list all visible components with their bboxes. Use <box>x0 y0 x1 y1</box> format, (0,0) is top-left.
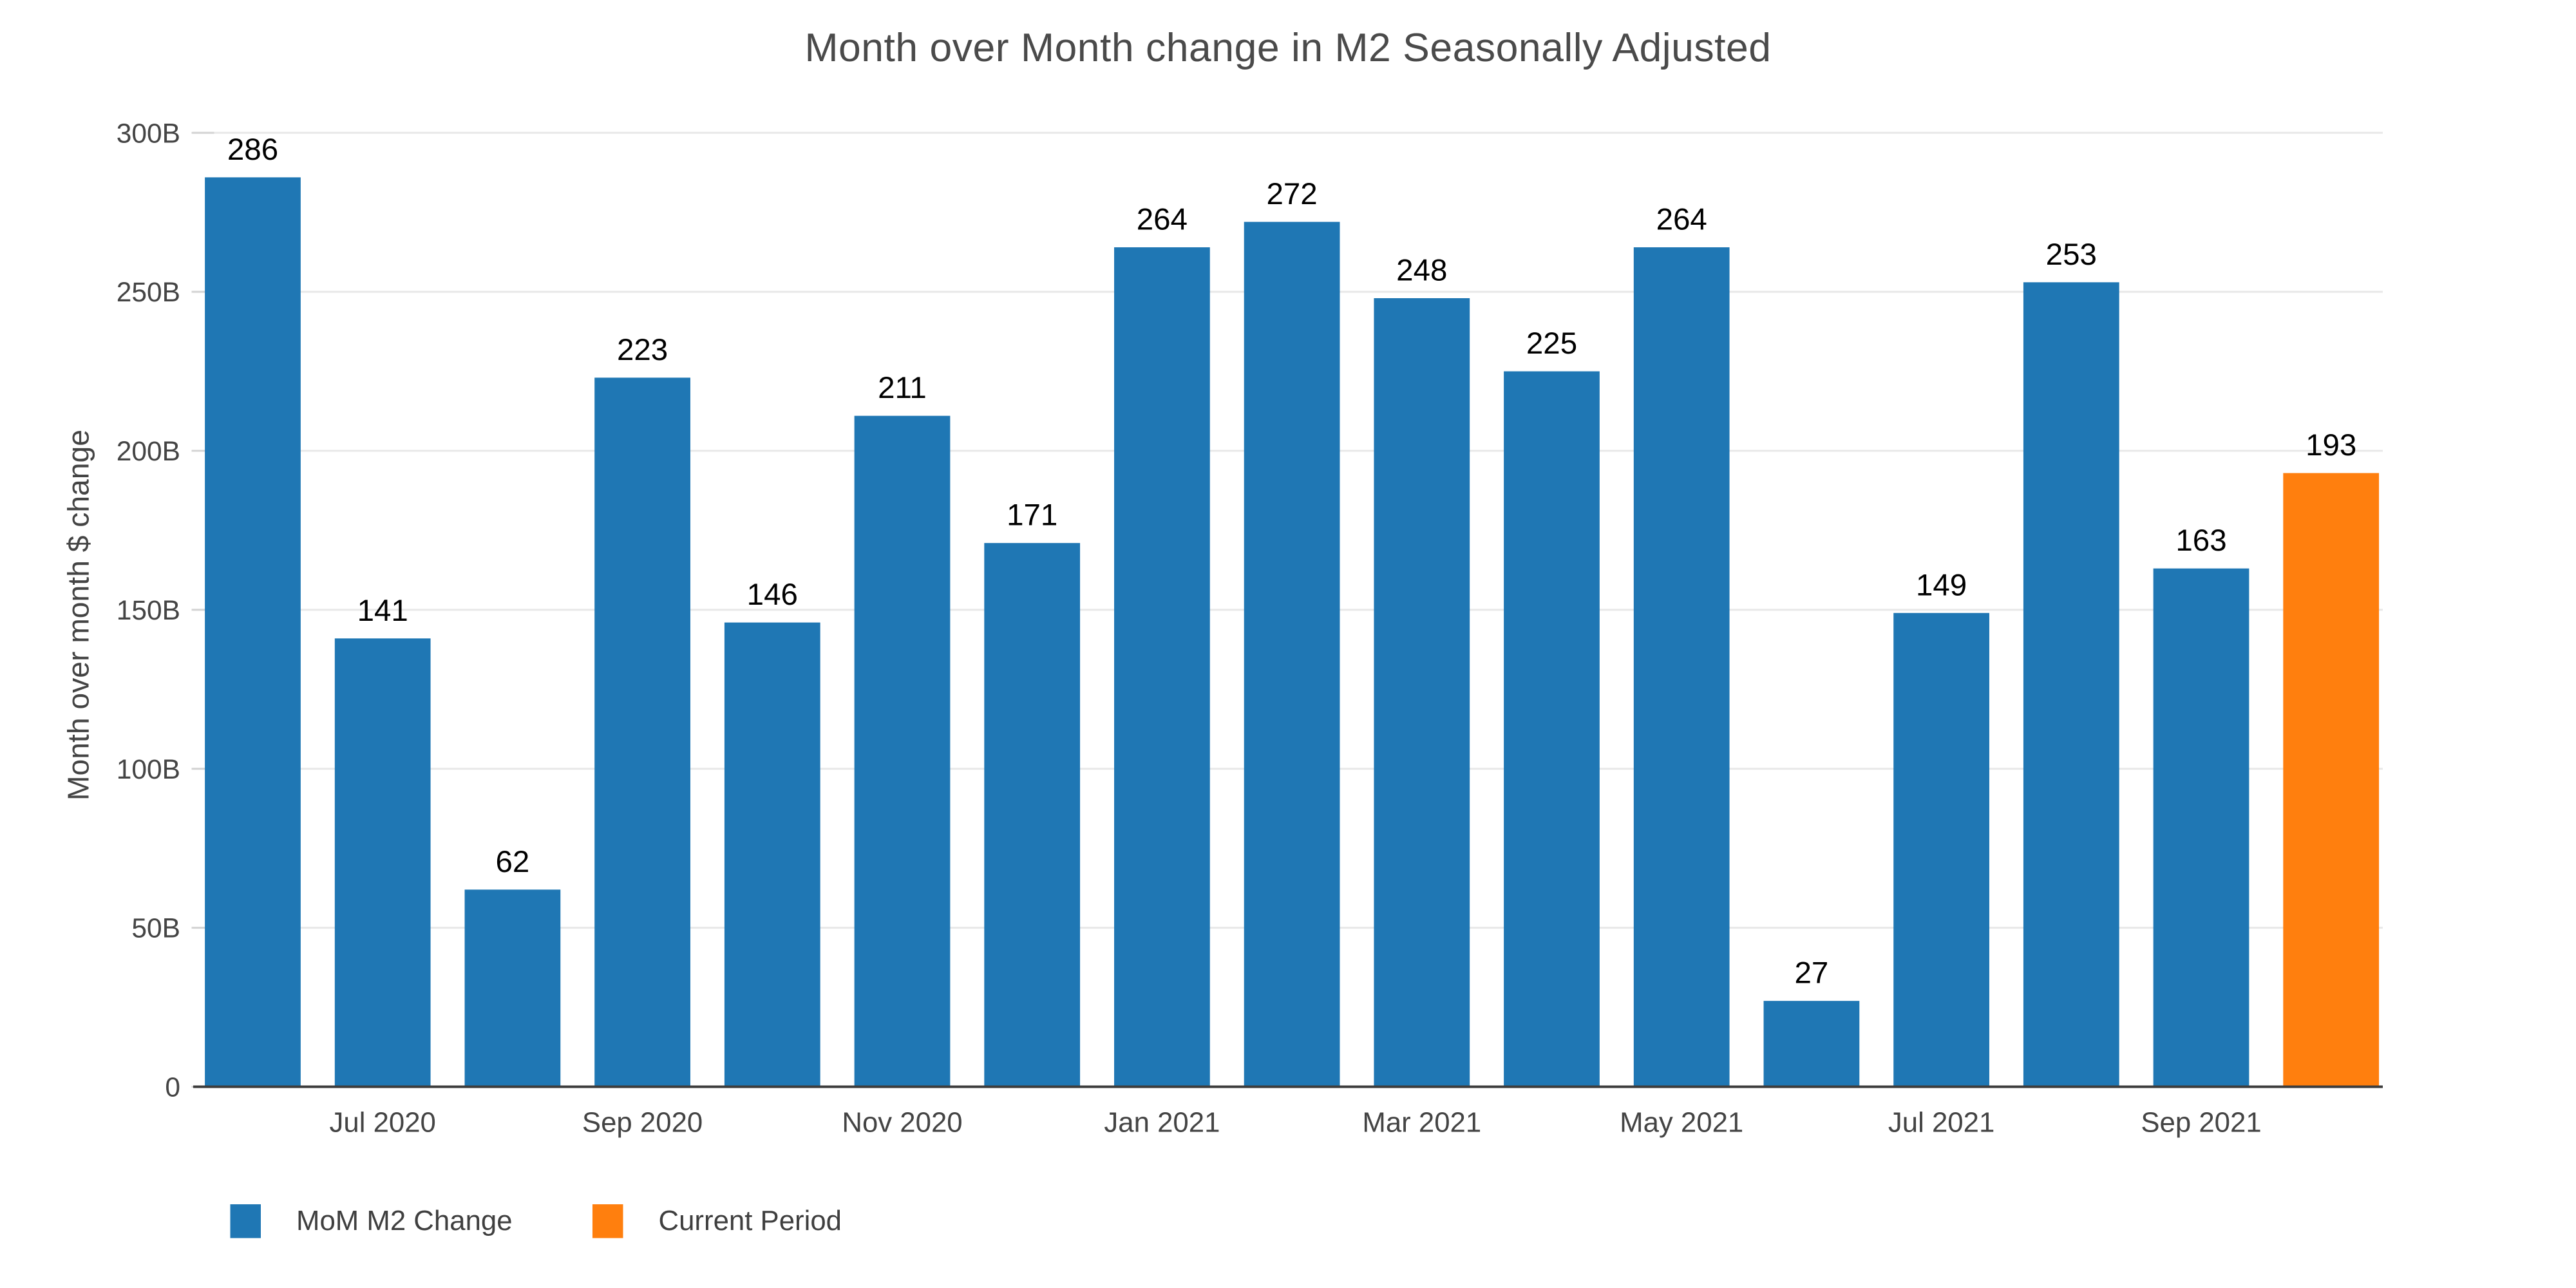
legend-item-current-period[interactable]: Current Period <box>592 1204 842 1238</box>
bar-14[interactable] <box>2023 282 2119 1087</box>
bar-10[interactable] <box>1504 371 1600 1087</box>
bar-value-label: 286 <box>227 133 278 167</box>
bar-value-label: 211 <box>878 371 927 405</box>
bar-3[interactable] <box>594 377 690 1087</box>
bar-value-label: 248 <box>1396 254 1447 288</box>
bar-value-label: 264 <box>1656 203 1707 237</box>
legend: MoM M2 Change Current Period <box>0 1204 2576 1246</box>
bar-1[interactable] <box>334 638 431 1087</box>
chart-title: Month over Month change in M2 Seasonally… <box>804 26 1772 71</box>
bar-6[interactable] <box>984 543 1081 1087</box>
y-tick-label: 0 <box>165 1073 180 1103</box>
bar-15[interactable] <box>2153 568 2249 1087</box>
y-tick-label: 300B <box>117 118 180 149</box>
x-tick-label: Nov 2020 <box>842 1107 962 1139</box>
bar-value-label: 163 <box>2175 524 2226 558</box>
bar-5[interactable] <box>854 415 951 1087</box>
bar-value-label: 62 <box>495 845 529 879</box>
bar-4[interactable] <box>724 622 820 1087</box>
bar-value-label: 171 <box>1007 498 1057 533</box>
bar-0[interactable] <box>205 177 301 1087</box>
legend-label-mom-m2-change: MoM M2 Change <box>296 1204 513 1236</box>
bar-value-label: 141 <box>357 594 408 628</box>
x-tick-label: Jul 2021 <box>1888 1107 1994 1139</box>
bar-11[interactable] <box>1633 247 1730 1087</box>
bar-value-label: 149 <box>1916 568 1967 602</box>
legend-swatch-mom-m2-change <box>230 1204 261 1238</box>
y-tick-label: 200B <box>117 437 180 467</box>
legend-label-current-period: Current Period <box>658 1204 842 1236</box>
bar-2[interactable] <box>464 889 561 1087</box>
bar-16[interactable] <box>2283 473 2380 1087</box>
x-tick-label: Sep 2021 <box>2141 1107 2261 1139</box>
bar-value-label: 225 <box>1526 327 1577 361</box>
bar-9[interactable] <box>1374 298 1470 1087</box>
bar-8[interactable] <box>1244 222 1340 1087</box>
y-tick-label: 50B <box>131 914 180 944</box>
y-tick-label: 250B <box>117 278 180 308</box>
legend-swatch-current-period <box>592 1204 623 1238</box>
legend-item-mom-m2-change[interactable]: MoM M2 Change <box>230 1204 513 1238</box>
bar-value-label: 27 <box>1794 956 1828 990</box>
bar-value-label: 253 <box>2046 238 2097 272</box>
x-tick-label: May 2021 <box>1620 1107 1743 1139</box>
bar-7[interactable] <box>1114 247 1210 1087</box>
x-tick-label: Jan 2021 <box>1104 1107 1220 1139</box>
x-tick-label: Jul 2020 <box>329 1107 435 1139</box>
bar-value-label: 146 <box>747 578 798 612</box>
bar-value-label: 264 <box>1137 203 1188 237</box>
y-tick-label: 150B <box>117 596 180 626</box>
y-tick-label: 100B <box>117 755 180 785</box>
x-tick-label: Mar 2021 <box>1362 1107 1481 1139</box>
bar-12[interactable] <box>1763 1001 1860 1087</box>
bar-value-label: 272 <box>1266 177 1317 211</box>
bar-value-label: 193 <box>2306 428 2356 462</box>
bar-13[interactable] <box>1893 612 1989 1087</box>
x-tick-label: Sep 2020 <box>582 1107 703 1139</box>
bar-value-label: 223 <box>617 333 668 367</box>
